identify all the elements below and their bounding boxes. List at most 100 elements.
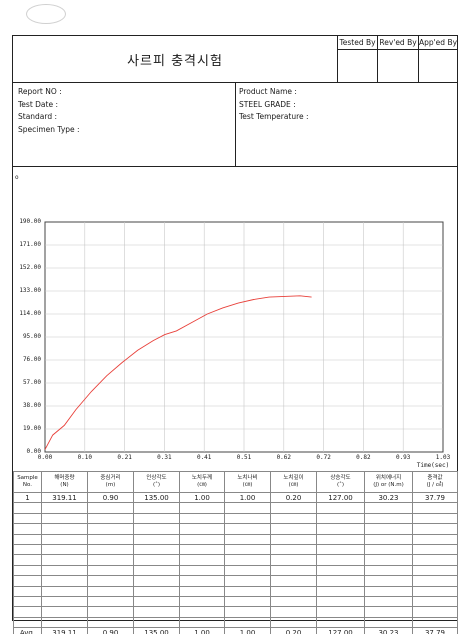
table-cell bbox=[13, 564, 42, 577]
reviewed-by-box: Rev'ed By bbox=[378, 36, 419, 82]
standard-label: Standard : bbox=[18, 112, 58, 121]
table-cell bbox=[224, 523, 271, 535]
x-tick-label: 1.03 bbox=[435, 454, 451, 461]
column-header: 상승각도 (˚) bbox=[316, 471, 365, 493]
table-cell bbox=[13, 595, 42, 608]
table-cell: Avg. bbox=[13, 627, 42, 634]
table-cell bbox=[364, 616, 413, 629]
column-header: 노치두께 (㎝) bbox=[179, 471, 225, 493]
test-report-sheet: 사르피 충격시험 Tested By Rev'ed By App'ed By R… bbox=[12, 35, 458, 634]
table-header-row: Sample No. 해머중량 (N) 중심거리 (m) 인상각도 (˚) 노치두께 (㎝) 노치나… bbox=[13, 471, 458, 493]
x-tick-label: 0.41 bbox=[196, 454, 212, 461]
table-cell bbox=[412, 564, 458, 577]
empty-table-row bbox=[13, 543, 458, 556]
table-cell: 1.00 bbox=[179, 627, 225, 634]
table-cell: 0.90 bbox=[87, 627, 134, 634]
table-cell bbox=[87, 502, 134, 514]
table-cell bbox=[13, 554, 42, 566]
table-cell bbox=[179, 606, 225, 618]
table-cell bbox=[224, 564, 271, 577]
table-cell bbox=[133, 523, 180, 535]
table-cell bbox=[87, 595, 134, 608]
table-cell bbox=[13, 523, 42, 535]
info-right: Product Name : STEEL GRADE : Test Temper… bbox=[239, 86, 309, 124]
table-cell bbox=[41, 595, 88, 608]
table-cell bbox=[364, 523, 413, 535]
table-cell: 319.11 bbox=[41, 491, 88, 504]
column-header: 위치에너지 (J) or (N.m) bbox=[364, 471, 413, 493]
table-cell: 0.90 bbox=[87, 491, 134, 504]
table-cell bbox=[133, 543, 180, 556]
table-cell: 37.79 bbox=[412, 627, 458, 634]
table-cell bbox=[87, 512, 134, 525]
table-cell bbox=[133, 502, 180, 514]
divider bbox=[13, 166, 457, 167]
table-cell bbox=[316, 575, 365, 587]
table-cell bbox=[270, 512, 317, 525]
table-cell bbox=[179, 616, 225, 629]
company-logo bbox=[26, 4, 66, 24]
table-cell bbox=[224, 595, 271, 608]
table-cell bbox=[412, 502, 458, 514]
table-cell bbox=[364, 554, 413, 566]
table-cell bbox=[364, 595, 413, 608]
table-cell: 1.00 bbox=[224, 491, 271, 504]
table-cell bbox=[412, 595, 458, 608]
table-cell bbox=[41, 502, 88, 514]
table-cell bbox=[270, 554, 317, 566]
table-cell bbox=[179, 512, 225, 525]
table-cell bbox=[41, 575, 88, 587]
table-cell bbox=[133, 564, 180, 577]
table-cell bbox=[224, 554, 271, 566]
y-tick-label: 76.00 bbox=[22, 356, 41, 363]
table-cell bbox=[13, 543, 42, 556]
column-header: 노치나비 (㎝) bbox=[224, 471, 271, 493]
table-cell: 1.00 bbox=[224, 627, 271, 634]
table-cell bbox=[364, 585, 413, 597]
table-cell bbox=[316, 523, 365, 535]
product-name-label: Product Name : bbox=[239, 87, 297, 96]
empty-table-row bbox=[13, 585, 458, 597]
empty-table-row bbox=[13, 564, 458, 577]
table-cell bbox=[224, 585, 271, 597]
y-tick-label: 114.00 bbox=[19, 310, 41, 317]
table-cell bbox=[179, 523, 225, 535]
chart-canvas bbox=[44, 221, 444, 453]
x-tick-label: 0.93 bbox=[395, 454, 411, 461]
table-cell bbox=[133, 585, 180, 597]
table-cell bbox=[133, 554, 180, 566]
table-cell bbox=[133, 595, 180, 608]
empty-table-row bbox=[13, 575, 458, 587]
x-tick-label: 0.10 bbox=[77, 454, 93, 461]
table-cell bbox=[179, 554, 225, 566]
y-unit-label: o bbox=[15, 174, 19, 181]
table-cell bbox=[87, 606, 134, 618]
table-cell bbox=[13, 585, 42, 597]
reviewed-by-label: Rev'ed By bbox=[378, 36, 418, 50]
y-tick-label: 190.00 bbox=[19, 218, 41, 225]
table-cell: 30.23 bbox=[364, 627, 413, 634]
table-cell bbox=[41, 564, 88, 577]
empty-table-row bbox=[13, 523, 458, 535]
empty-table-row bbox=[13, 502, 458, 514]
table-cell bbox=[133, 606, 180, 618]
test-temperature-label: Test Temperature : bbox=[239, 112, 309, 121]
divider bbox=[235, 82, 236, 166]
table-cell bbox=[41, 585, 88, 597]
table-cell bbox=[179, 564, 225, 577]
y-tick-label: 152.00 bbox=[19, 264, 41, 271]
table-cell bbox=[270, 585, 317, 597]
table-cell bbox=[270, 606, 317, 618]
table-cell bbox=[316, 533, 365, 545]
tested-by-box: Tested By bbox=[338, 36, 378, 82]
y-tick-label: 95.00 bbox=[22, 333, 41, 340]
table-cell bbox=[41, 543, 88, 556]
table-cell bbox=[13, 502, 42, 514]
empty-table-row bbox=[13, 616, 458, 629]
y-tick-label: 57.00 bbox=[22, 379, 41, 386]
table-cell: 0.20 bbox=[270, 491, 317, 504]
table-cell bbox=[41, 616, 88, 629]
table-cell: 30.23 bbox=[364, 491, 413, 504]
table-cell bbox=[87, 616, 134, 629]
empty-table-row bbox=[13, 533, 458, 545]
